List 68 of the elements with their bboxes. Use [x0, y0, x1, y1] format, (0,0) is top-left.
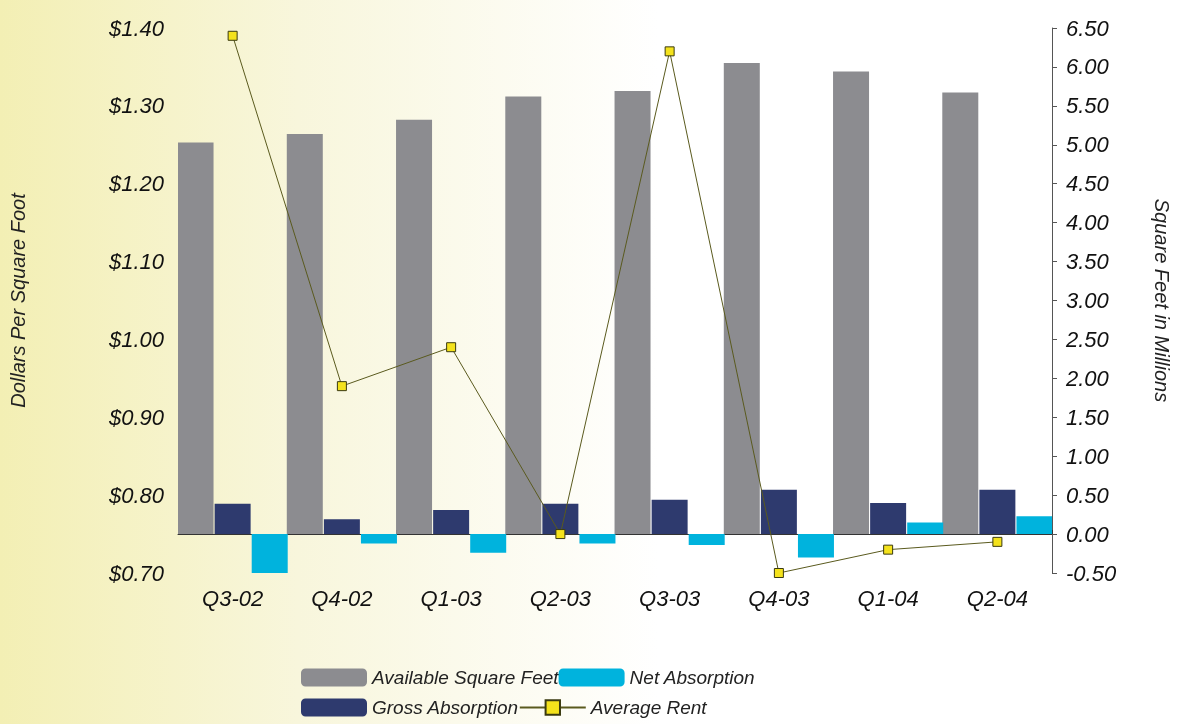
x-tick-label: Q3-02 [202, 585, 264, 611]
x-tick-label: Q2-03 [529, 585, 592, 611]
x-tick-label: Q3-03 [639, 585, 701, 611]
bar [833, 71, 870, 535]
y2-tick-label: 3.50 [1066, 249, 1110, 275]
y-tick-label: $1.00 [107, 326, 165, 352]
bar [979, 489, 1016, 535]
y2-tick-label: 4.50 [1066, 171, 1110, 197]
y2-tick-label: 6.50 [1066, 15, 1110, 41]
y2-tick-label: 2.00 [1065, 365, 1110, 391]
legend-label: Available Square Feet [371, 667, 560, 688]
x-tick-label: Q4-03 [748, 585, 811, 611]
bar [651, 499, 688, 535]
y-tick-label: $1.10 [107, 249, 165, 275]
point [227, 30, 238, 41]
y2-tick-label: 5.00 [1066, 132, 1110, 158]
bar [360, 534, 397, 544]
bar [942, 92, 979, 535]
y-tick-label: $1.20 [107, 171, 165, 197]
y2-tick-label: 4.00 [1066, 210, 1110, 236]
y2-tick-label: 1.50 [1066, 404, 1110, 430]
bar [470, 534, 507, 553]
y2-tick-label: 0.00 [1066, 521, 1110, 547]
bar [433, 509, 470, 535]
y2-tick-label: 6.00 [1066, 54, 1110, 80]
point [555, 529, 566, 540]
bar [286, 133, 323, 535]
y2-tick-label: 5.50 [1066, 93, 1110, 119]
bar [579, 534, 616, 544]
point [992, 536, 1003, 547]
bar [760, 489, 797, 535]
point [883, 544, 894, 555]
bar [505, 96, 542, 535]
bar [178, 142, 214, 535]
x-tick-label: Q1-03 [420, 585, 483, 611]
bar [323, 519, 360, 535]
y-tick-label: $0.80 [107, 482, 165, 508]
bar [214, 503, 251, 535]
y2-tick-label: 3.00 [1066, 288, 1110, 313]
x-tick-label: Q1-04 [857, 585, 919, 611]
bar [614, 91, 651, 535]
bar [797, 534, 834, 558]
legend-label: Net Absorption [629, 667, 755, 688]
y-axis-title: Dollars Per Square Foot [7, 191, 29, 408]
y2-tick-label: -0.50 [1066, 560, 1117, 586]
legend-label: Average Rent [589, 697, 708, 718]
y-tick-label: $0.70 [107, 560, 165, 586]
bar [688, 534, 725, 545]
bar [907, 522, 944, 535]
x-tick-label: Q2-04 [966, 585, 1028, 611]
bar [870, 502, 907, 535]
legend-label: Gross Absorption [372, 697, 519, 718]
point [446, 342, 457, 353]
y2-axis-title: Square Feet in Millions [1151, 198, 1173, 403]
bar [251, 534, 288, 573]
point [664, 46, 675, 57]
y2-tick-label: 1.00 [1066, 443, 1110, 469]
point [773, 568, 784, 578]
bar [1016, 516, 1052, 535]
y2-tick-label: 2.50 [1065, 326, 1110, 352]
y-tick-label: $1.30 [107, 93, 165, 119]
y-tick-label: $1.40 [107, 15, 165, 41]
bar [396, 119, 433, 535]
x-tick-label: Q4-02 [311, 585, 373, 611]
bar [723, 63, 760, 535]
point [336, 381, 347, 392]
y-tick-label: $0.90 [107, 404, 165, 430]
y2-tick-label: 0.50 [1066, 482, 1110, 508]
